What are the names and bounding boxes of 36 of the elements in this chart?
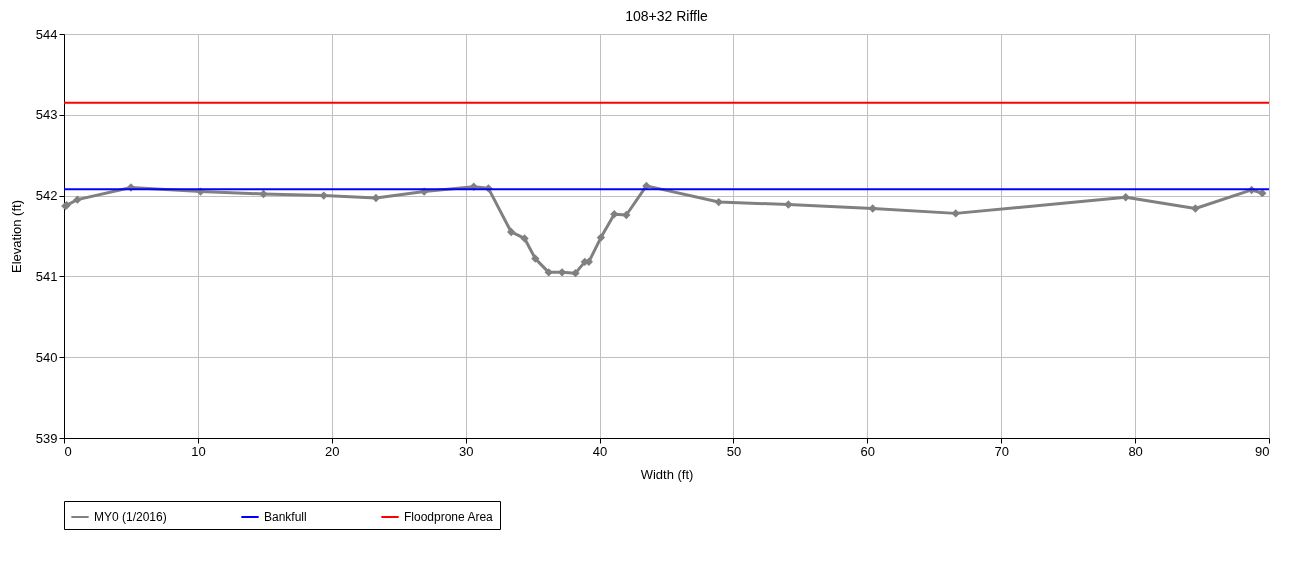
point — [784, 200, 793, 209]
point — [622, 210, 631, 220]
point — [714, 197, 723, 207]
point — [544, 268, 553, 277]
legend-label: Floodprone Area — [404, 510, 494, 524]
y-tick-label: 539 — [35, 430, 58, 446]
x-tick-label: 30 — [458, 443, 474, 459]
point — [507, 227, 516, 237]
legend-label: MY0 (1/2016) — [94, 510, 167, 524]
point — [596, 233, 606, 242]
x-tick-label: 90 — [1255, 443, 1270, 459]
point — [868, 204, 877, 213]
chart-title: 108+32 Riffle — [625, 8, 709, 24]
y-tick-label: 541 — [35, 268, 58, 284]
x-tick-label: 40 — [592, 443, 608, 459]
point — [520, 234, 529, 243]
point — [73, 195, 82, 204]
legend-label: Bankfull — [264, 510, 307, 524]
point — [571, 268, 580, 278]
x-axis-title: Width (ft) — [640, 466, 694, 482]
y-axis-title: Elevation (ft) — [8, 200, 24, 273]
x-tick-label: 10 — [191, 443, 206, 459]
point — [531, 254, 540, 263]
x-tick-label: 0 — [64, 443, 72, 459]
x-tick-label: 80 — [1128, 443, 1143, 459]
y-tick-label: 540 — [35, 349, 58, 365]
y-tick-label: 542 — [35, 188, 58, 204]
point — [951, 209, 960, 218]
point — [1191, 204, 1200, 213]
x-tick-label: 60 — [860, 443, 876, 459]
x-tick-label: 20 — [325, 443, 340, 459]
x-tick-label: 50 — [726, 443, 742, 459]
y-tick-label: 543 — [35, 107, 58, 123]
x-tick-label: 70 — [994, 443, 1009, 459]
point — [259, 189, 268, 199]
y-tick-label: 544 — [35, 26, 58, 42]
